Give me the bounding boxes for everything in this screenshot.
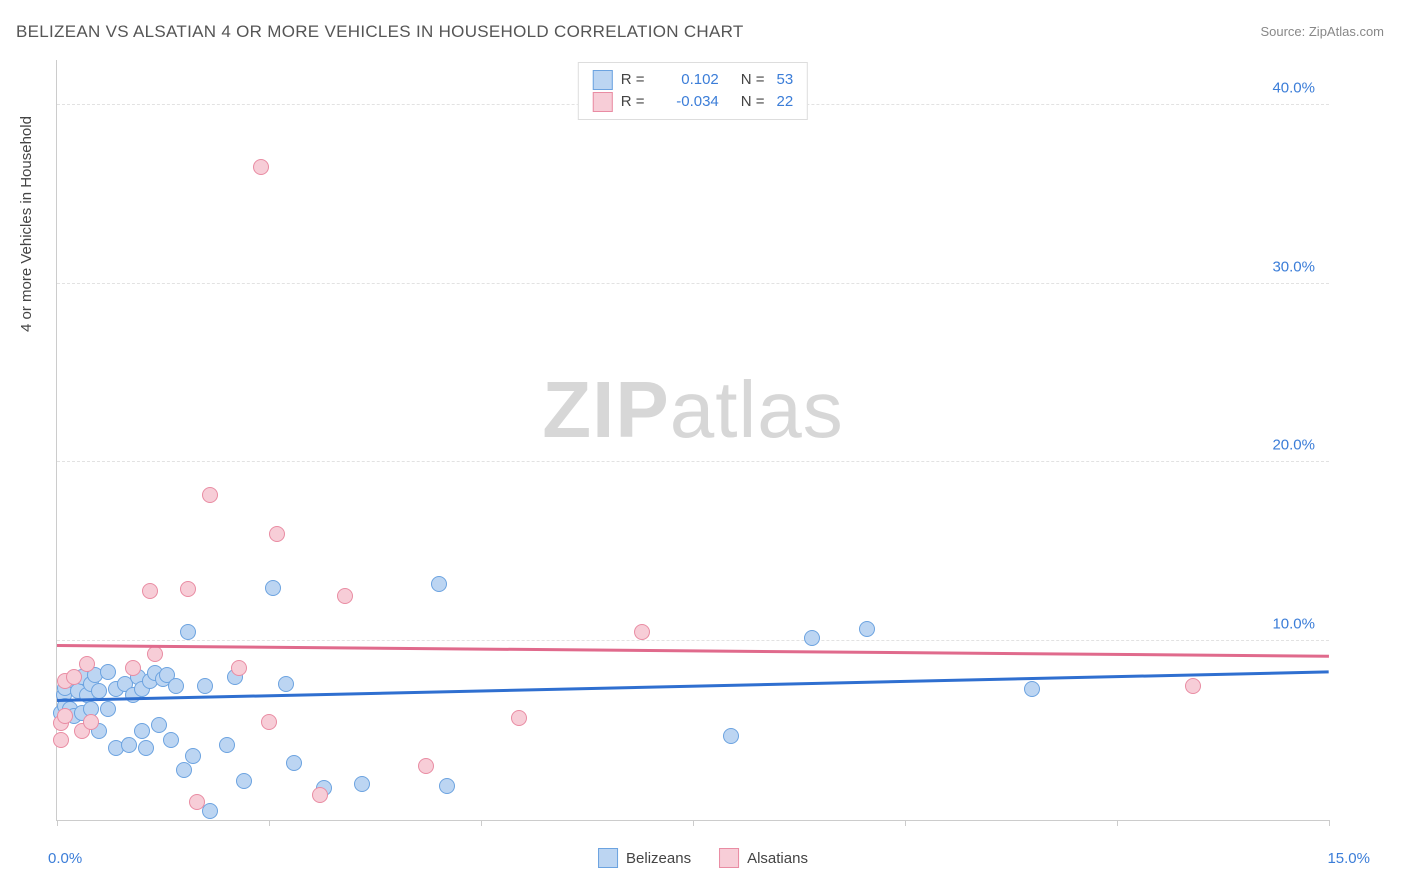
data-point	[100, 664, 116, 680]
data-point	[121, 737, 137, 753]
data-point	[265, 580, 281, 596]
y-tick-label: 20.0%	[1272, 437, 1315, 454]
data-point	[431, 576, 447, 592]
legend-item: Belizeans	[598, 848, 691, 868]
data-point	[231, 660, 247, 676]
x-tick	[693, 820, 694, 826]
data-point	[176, 762, 192, 778]
swatch-belizeans	[593, 70, 613, 90]
data-point	[163, 732, 179, 748]
data-point	[125, 660, 141, 676]
data-point	[83, 714, 99, 730]
x-tick	[481, 820, 482, 826]
legend-swatch	[598, 848, 618, 868]
data-point	[337, 588, 353, 604]
y-tick-label: 40.0%	[1272, 79, 1315, 96]
data-point	[151, 717, 167, 733]
data-point	[312, 787, 328, 803]
y-axis-label: 4 or more Vehicles in Household	[18, 116, 35, 332]
data-point	[147, 646, 163, 662]
x-tick	[1329, 820, 1330, 826]
data-point	[202, 487, 218, 503]
gridline	[57, 461, 1329, 462]
watermark-text: ZIPatlas	[542, 364, 843, 456]
gridline	[57, 640, 1329, 641]
chart-title: BELIZEAN VS ALSATIAN 4 OR MORE VEHICLES …	[16, 22, 744, 42]
x-tick	[269, 820, 270, 826]
series-legend: Belizeans Alsatians	[598, 848, 808, 868]
data-point	[219, 737, 235, 753]
data-point	[57, 708, 73, 724]
legend-label: Belizeans	[626, 850, 691, 867]
data-point	[197, 678, 213, 694]
data-point	[189, 794, 205, 810]
legend-label: Alsatians	[747, 850, 808, 867]
data-point	[418, 758, 434, 774]
data-point	[53, 732, 69, 748]
data-point	[804, 630, 820, 646]
stats-legend: R =0.102 N =53 R =-0.034 N =22	[578, 62, 808, 120]
data-point	[66, 669, 82, 685]
swatch-alsatians	[593, 92, 613, 112]
data-point	[261, 714, 277, 730]
data-point	[1024, 681, 1040, 697]
data-point	[138, 740, 154, 756]
regression-line	[57, 671, 1329, 702]
gridline	[57, 283, 1329, 284]
legend-swatch	[719, 848, 739, 868]
data-point	[168, 678, 184, 694]
x-tick	[905, 820, 906, 826]
data-point	[185, 748, 201, 764]
data-point	[634, 624, 650, 640]
data-point	[723, 728, 739, 744]
data-point	[180, 581, 196, 597]
data-point	[91, 683, 107, 699]
data-point	[278, 676, 294, 692]
data-point	[286, 755, 302, 771]
data-point	[142, 583, 158, 599]
legend-item: Alsatians	[719, 848, 808, 868]
data-point	[180, 624, 196, 640]
data-point	[253, 159, 269, 175]
legend-row-alsatians: R =-0.034 N =22	[593, 91, 793, 113]
regression-line	[57, 644, 1329, 657]
data-point	[79, 656, 95, 672]
scatter-chart: ZIPatlas R =0.102 N =53 R =-0.034 N =22 …	[56, 60, 1329, 821]
data-point	[236, 773, 252, 789]
data-point	[439, 778, 455, 794]
data-point	[100, 701, 116, 717]
data-point	[354, 776, 370, 792]
y-tick-label: 30.0%	[1272, 258, 1315, 275]
x-min-label: 0.0%	[48, 850, 82, 867]
data-point	[1185, 678, 1201, 694]
data-point	[134, 723, 150, 739]
x-tick	[1117, 820, 1118, 826]
legend-row-belizeans: R =0.102 N =53	[593, 69, 793, 91]
y-tick-label: 10.0%	[1272, 616, 1315, 633]
data-point	[859, 621, 875, 637]
data-point	[511, 710, 527, 726]
data-point	[269, 526, 285, 542]
x-max-label: 15.0%	[1327, 850, 1370, 867]
x-tick	[57, 820, 58, 826]
source-label: Source: ZipAtlas.com	[1260, 24, 1384, 39]
